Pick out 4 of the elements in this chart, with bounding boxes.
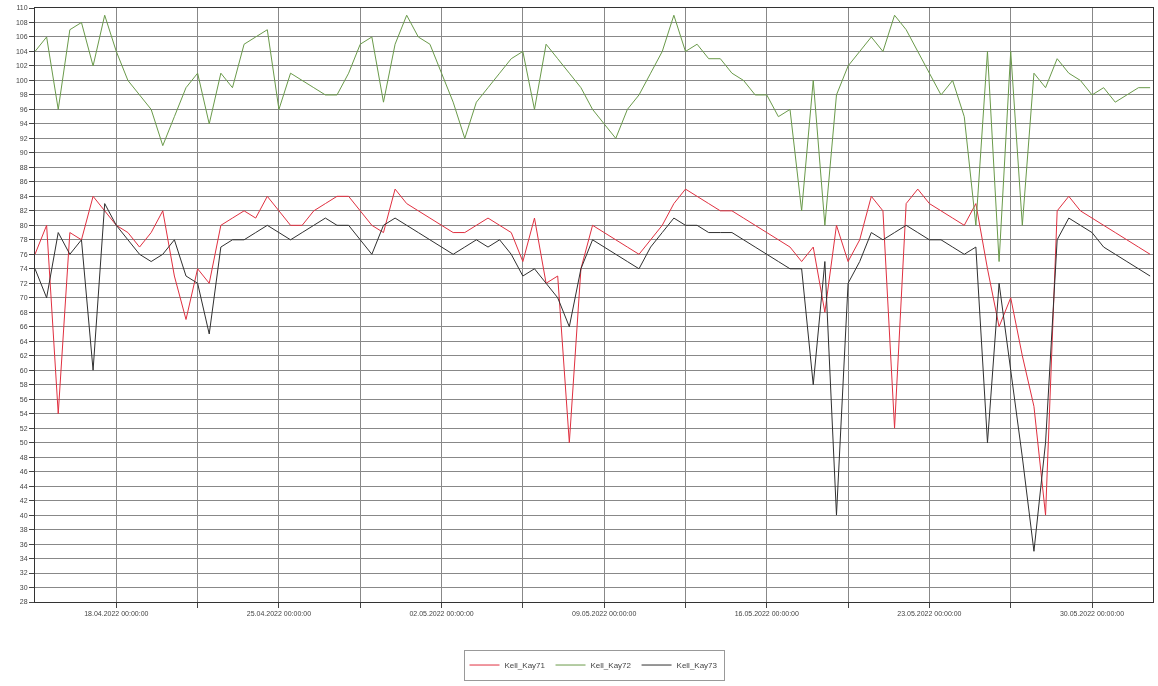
legend-label: Kell_Kay72 (590, 661, 632, 671)
line-series (35, 14, 1151, 263)
legend-label: Kell_Kay73 (676, 661, 718, 671)
legend-label: Kell_Kay71 (504, 661, 546, 671)
